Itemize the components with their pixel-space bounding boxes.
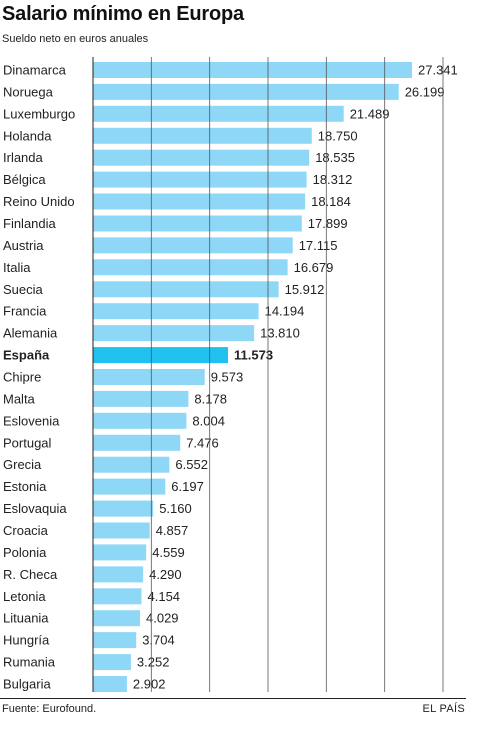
- bar: [93, 303, 259, 320]
- value-label: 17.899: [308, 216, 348, 231]
- bar: [93, 610, 140, 627]
- value-label: 3.704: [142, 633, 175, 648]
- value-label: 4.154: [148, 589, 181, 604]
- bar: [93, 281, 279, 298]
- value-label: 13.810: [260, 326, 300, 341]
- value-label: 18.535: [315, 150, 355, 165]
- category-label: Portugal: [3, 435, 52, 450]
- value-label: 6.552: [175, 457, 208, 472]
- category-label: R. Checa: [3, 567, 58, 582]
- category-label: Luxemburgo: [3, 106, 75, 121]
- category-label: Polonia: [3, 545, 47, 560]
- category-label: Bulgaria: [3, 677, 51, 692]
- value-label: 2.902: [133, 677, 166, 692]
- category-label: Croacia: [3, 523, 49, 538]
- value-label: 21.489: [350, 106, 390, 121]
- value-label: 8.178: [194, 391, 227, 406]
- bar: [93, 522, 150, 539]
- bar: [93, 347, 228, 364]
- category-label: Alemania: [3, 326, 58, 341]
- bar: [93, 237, 293, 254]
- value-label: 17.115: [299, 238, 338, 253]
- bar: [93, 325, 255, 342]
- category-label: Holanda: [3, 128, 52, 143]
- value-label: 5.160: [159, 501, 192, 516]
- bar: [93, 83, 399, 100]
- category-label: Eslovaquia: [3, 501, 67, 516]
- category-label: Noruega: [3, 84, 54, 99]
- value-label: 18.312: [313, 172, 353, 187]
- category-label: Hungría: [3, 633, 50, 648]
- category-label: Malta: [3, 391, 36, 406]
- bar: [93, 676, 127, 692]
- bar: [93, 149, 310, 166]
- chart-subtitle: Sueldo neto en euros anuales: [2, 33, 149, 45]
- value-label: 6.197: [171, 479, 204, 494]
- bar: [93, 171, 307, 188]
- bar: [93, 390, 189, 407]
- value-label: 7.476: [186, 435, 219, 450]
- value-label: 14.194: [265, 304, 305, 319]
- category-label: Francia: [3, 304, 47, 319]
- category-label: Finlandia: [3, 216, 57, 231]
- category-label: Bélgica: [3, 172, 46, 187]
- bar: [93, 544, 147, 561]
- category-label: Suecia: [3, 282, 44, 297]
- value-label: 4.857: [156, 523, 189, 538]
- value-label: 18.750: [318, 128, 358, 143]
- category-label: Letonia: [3, 589, 46, 604]
- bar-chart: Dinamarca 27.341 Noruega 26.199 Luxemburgo 21…: [3, 57, 458, 692]
- category-label: Estonia: [3, 479, 47, 494]
- bar: [93, 105, 344, 122]
- source-note: Fuente: Eurofound.: [2, 703, 97, 715]
- category-label: Austria: [3, 238, 44, 253]
- category-label: Reino Unido: [3, 194, 75, 209]
- bar: [93, 588, 142, 605]
- bar: [93, 478, 166, 495]
- publisher-logo: EL PAÍS: [422, 703, 465, 715]
- bar: [93, 215, 302, 232]
- category-label: Chipre: [3, 370, 41, 385]
- bar: [93, 193, 306, 210]
- category-label: España: [3, 348, 50, 363]
- category-label: Italia: [3, 260, 31, 275]
- chart-title: Salario mínimo en Europa: [2, 3, 244, 25]
- bar: [93, 654, 131, 671]
- value-label: 4.559: [152, 545, 185, 560]
- bar: [93, 434, 181, 451]
- value-label: 9.573: [211, 370, 244, 385]
- value-label: 18.184: [311, 194, 351, 209]
- category-label: Irlanda: [3, 150, 44, 165]
- bar: [93, 369, 205, 385]
- value-label: 4.290: [149, 567, 182, 582]
- value-label: 8.004: [192, 413, 225, 428]
- value-label: 4.029: [146, 611, 179, 626]
- value-label: 15.912: [285, 282, 325, 297]
- value-label: 3.252: [137, 655, 170, 670]
- value-label: 11.573: [234, 348, 273, 363]
- value-label: 26.199: [405, 84, 445, 99]
- category-label: Grecia: [3, 457, 42, 472]
- bar: [93, 500, 154, 517]
- bar: [93, 127, 312, 144]
- bar: [93, 632, 137, 649]
- footer-divider: [0, 698, 466, 699]
- category-label: Dinamarca: [3, 63, 67, 78]
- bar: [93, 62, 412, 78]
- bar: [93, 412, 187, 429]
- bar: [93, 259, 288, 276]
- category-label: Rumania: [3, 655, 56, 670]
- value-label: 16.679: [294, 260, 334, 275]
- value-label: 27.341: [418, 63, 458, 78]
- bar: [93, 456, 170, 473]
- category-label: Eslovenia: [3, 413, 60, 428]
- bar: [93, 566, 144, 583]
- category-label: Lituania: [3, 611, 49, 626]
